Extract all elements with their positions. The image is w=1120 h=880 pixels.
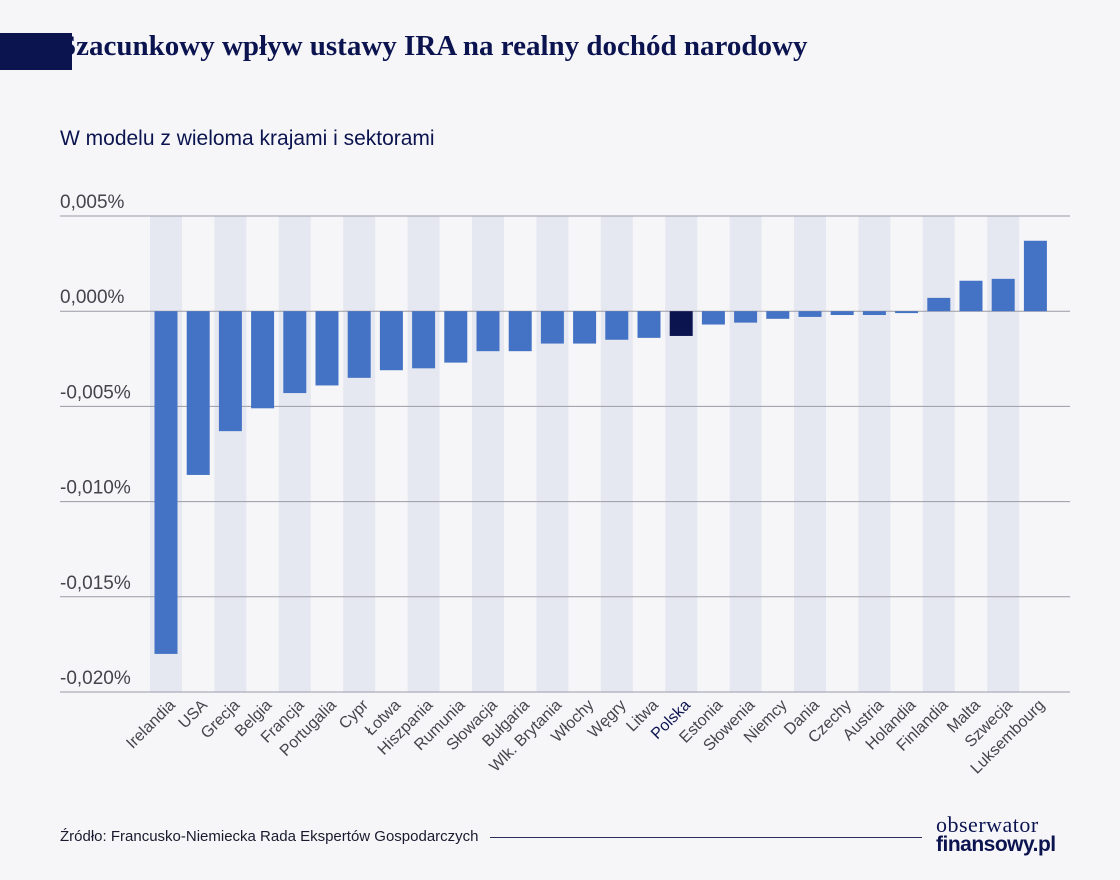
y-tick-label: -0,005% bbox=[60, 382, 131, 403]
band-stripe bbox=[472, 216, 504, 692]
bar-bułgaria bbox=[508, 311, 532, 352]
bar-cypr bbox=[347, 311, 371, 378]
bar-malta bbox=[959, 280, 983, 312]
bar-polska bbox=[669, 311, 693, 336]
bar-francja bbox=[283, 311, 307, 394]
logo-text-bottom: finansowy.pl bbox=[936, 833, 1056, 856]
brand-logo: obserwator finansowy.pl bbox=[936, 812, 1076, 856]
chart-title: Szacunkowy wpływ ustawy IRA na realny do… bbox=[60, 30, 808, 62]
background-bands bbox=[150, 216, 1020, 692]
bar-luksembourg bbox=[1023, 240, 1047, 312]
y-axis-labels: 0,005% 0,000% -0,005% -0,010% -0,015% -0,020% bbox=[60, 192, 131, 689]
x-axis-labels: IrelandiaUSAGrecjaBelgiaFrancjaPortugali… bbox=[123, 696, 1048, 777]
band-stripe bbox=[922, 216, 955, 692]
bar-włochy bbox=[573, 311, 597, 344]
band-stripe bbox=[536, 216, 569, 692]
band-stripe bbox=[729, 216, 762, 692]
bar-usa bbox=[186, 311, 210, 475]
logo-text-top: obserwator bbox=[936, 812, 1039, 837]
band-stripe bbox=[278, 216, 311, 692]
band-stripe bbox=[600, 216, 633, 692]
bar-estonia bbox=[701, 311, 725, 325]
bar-irelandia bbox=[154, 311, 178, 654]
bar-finlandia bbox=[927, 297, 951, 312]
bar-niemcy bbox=[766, 311, 790, 319]
bar-szwecja bbox=[991, 278, 1015, 312]
bar-hiszpania bbox=[412, 311, 436, 369]
bar-belgia bbox=[251, 311, 275, 409]
bar-rumunia bbox=[444, 311, 468, 363]
bar-czechy bbox=[830, 311, 854, 316]
y-tick-label: -0,015% bbox=[60, 573, 131, 594]
y-tick-label: 0,005% bbox=[60, 192, 125, 213]
y-tick-label: -0,020% bbox=[60, 668, 131, 689]
bar-węgry bbox=[605, 311, 629, 340]
bar-wlk-brytania bbox=[540, 311, 564, 344]
bar-austria bbox=[862, 311, 886, 316]
band-stripe bbox=[214, 216, 247, 692]
bar-grecja bbox=[218, 311, 242, 432]
bar-holandia bbox=[895, 311, 919, 314]
band-stripe bbox=[407, 216, 440, 692]
y-tick-label: -0,010% bbox=[60, 478, 131, 499]
bar-słowacja bbox=[476, 311, 500, 352]
title-accent-bar bbox=[0, 33, 72, 70]
bars bbox=[154, 240, 1047, 654]
bar-słowenia bbox=[734, 311, 758, 323]
band-stripe bbox=[794, 216, 826, 692]
source-note: Źródło: Francusko-Niemiecka Rada Ekspert… bbox=[60, 828, 479, 845]
bar-portugalia bbox=[315, 311, 339, 386]
band-stripe bbox=[665, 216, 698, 692]
band-stripe bbox=[343, 216, 376, 692]
bar-łotwa bbox=[379, 311, 403, 371]
bar-dania bbox=[798, 311, 822, 317]
footer-divider bbox=[490, 837, 922, 838]
band-stripe bbox=[858, 216, 891, 692]
bar-litwa bbox=[637, 311, 661, 338]
y-tick-label: 0,000% bbox=[60, 287, 125, 308]
x-tick-label: Irelandia bbox=[123, 697, 178, 752]
chart-subtitle: W modelu z wieloma krajami i sektorami bbox=[60, 127, 435, 150]
